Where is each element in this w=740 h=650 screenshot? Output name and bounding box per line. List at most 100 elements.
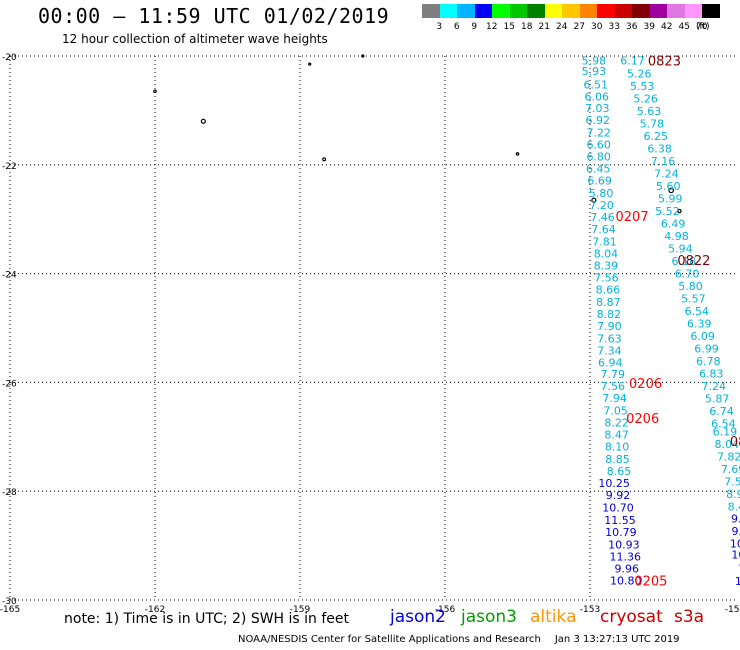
wave-height-label: 7.82 bbox=[717, 450, 740, 463]
wave-height-label: 6.39 bbox=[687, 318, 712, 331]
legend-cryosat: cryosat bbox=[600, 607, 663, 627]
wave-height-label: 8.44 bbox=[728, 500, 740, 513]
scale-label: 9 bbox=[471, 22, 478, 32]
scale-swatch bbox=[527, 4, 545, 18]
wave-height-label: 10.93 bbox=[608, 539, 640, 552]
island-outline bbox=[677, 208, 682, 214]
wave-height-label: 6.60 bbox=[586, 139, 611, 152]
wave-height-label: 8.82 bbox=[597, 308, 622, 321]
wave-height-label: 11.36 bbox=[610, 550, 642, 563]
pass-time-label: 0207 bbox=[616, 210, 649, 225]
pass-time-label: 0822 bbox=[677, 254, 710, 269]
wave-height-label: 6.83 bbox=[699, 368, 724, 381]
island-outline bbox=[153, 89, 157, 94]
scale-swatch bbox=[509, 4, 528, 18]
scale-swatch bbox=[684, 4, 703, 18]
wave-height-label: 8.85 bbox=[605, 453, 630, 466]
wave-height-label: 8.65 bbox=[607, 465, 632, 478]
scale-swatch bbox=[492, 4, 510, 18]
wave-height-label: 5.87 bbox=[705, 393, 730, 406]
x-tick-label: -159 bbox=[290, 605, 311, 615]
x-tick-label: -153 bbox=[580, 605, 600, 615]
wave-height-label: 5.53 bbox=[630, 80, 655, 93]
footer-timestamp: Jan 3 13:27:13 UTC 2019 bbox=[554, 634, 680, 645]
wave-height-label: 10.16 bbox=[731, 548, 740, 561]
wave-height-label: 10.14 bbox=[730, 537, 740, 550]
wave-height-label: 6.92 bbox=[585, 114, 610, 127]
wave-height-label: 6.78 bbox=[696, 355, 721, 368]
y-tick-label: -28 bbox=[2, 488, 17, 498]
island-outline bbox=[200, 118, 206, 124]
x-tick-label: -150 bbox=[725, 605, 740, 615]
wave-height-label: 8.87 bbox=[596, 296, 621, 309]
scale-label: 36 bbox=[626, 22, 638, 32]
scale-label: 12 bbox=[486, 22, 498, 32]
wave-height-label: 5.52 bbox=[655, 205, 680, 218]
wave-height-label: 5.94 bbox=[668, 243, 693, 256]
wave-height-label: 6.54 bbox=[711, 418, 736, 431]
legend-s3a: s3a bbox=[674, 607, 705, 627]
wave-height-label: 9.14 bbox=[731, 525, 740, 538]
legend-jason3: jason3 bbox=[461, 607, 517, 627]
scale-label: 45 bbox=[678, 22, 690, 32]
wave-height-label: 5.63 bbox=[637, 105, 662, 118]
wave-height-label: 6.18 bbox=[672, 255, 697, 268]
page-subtitle: 12 hour collection of altimeter wave hei… bbox=[62, 32, 328, 46]
wave-height-label: 7.64 bbox=[591, 223, 616, 236]
wave-height-label: 6.54 bbox=[685, 305, 710, 318]
scale-swatch bbox=[597, 4, 615, 18]
wave-height-label: 7.05 bbox=[603, 405, 628, 418]
wave-height-label: 5.98 bbox=[582, 54, 607, 67]
scale-swatch bbox=[439, 4, 458, 18]
x-tick-label: -156 bbox=[435, 605, 456, 615]
wave-height-label: 8.66 bbox=[596, 283, 621, 296]
wave-height-label: 5.26 bbox=[627, 67, 652, 80]
y-tick-label: -26 bbox=[2, 379, 17, 389]
x-tick-label: -165 bbox=[0, 605, 20, 615]
wave-height-label: 8.92 bbox=[726, 488, 740, 501]
wave-height-label: 6.19 bbox=[713, 425, 738, 438]
wave-height-label: 5.26 bbox=[633, 92, 658, 105]
island-outline bbox=[515, 152, 520, 156]
wave-height-label: 7.63 bbox=[597, 332, 622, 345]
island-outline bbox=[668, 187, 675, 194]
wave-height-label: 7.16 bbox=[651, 155, 676, 168]
scale-label: 21 bbox=[538, 22, 550, 32]
wave-height-label: 7.24 bbox=[701, 380, 726, 393]
scale-label: 42 bbox=[661, 22, 673, 32]
pass-time-label: 0205 bbox=[634, 574, 667, 589]
scale-label: 18 bbox=[521, 22, 533, 32]
scale-swatch bbox=[579, 4, 598, 18]
scale-swatch bbox=[667, 4, 685, 18]
wave-height-label: 9.7 bbox=[739, 560, 740, 573]
wave-height-label: 7.53 bbox=[724, 475, 740, 488]
wave-height-label: 6.17 bbox=[620, 54, 645, 67]
wave-height-label: 7.03 bbox=[585, 102, 610, 115]
wave-height-label: 7.24 bbox=[654, 168, 679, 181]
wave-height-label: 5.78 bbox=[640, 117, 665, 130]
wave-height-label: 7.79 bbox=[600, 368, 625, 381]
wave-height-label: 10.80 bbox=[610, 574, 642, 587]
wave-height-label: 9.19 bbox=[731, 512, 740, 525]
scale-label: 27 bbox=[573, 22, 585, 32]
y-tick-label: -20 bbox=[2, 53, 17, 63]
y-tick-label: -24 bbox=[2, 271, 17, 281]
pass-time-label: 0206 bbox=[629, 377, 662, 392]
scale-swatch bbox=[614, 4, 633, 18]
wave-height-label: 10.25 bbox=[598, 477, 630, 490]
scale-label: 15 bbox=[503, 22, 515, 32]
wave-height-label: 6.38 bbox=[647, 142, 672, 155]
wave-height-label: 5.80 bbox=[678, 280, 703, 293]
wave-height-label: 8.39 bbox=[594, 259, 619, 272]
scale-swatch bbox=[544, 4, 563, 18]
wave-height-label: 7.56 bbox=[594, 271, 619, 284]
island-outline bbox=[361, 54, 365, 58]
wave-height-label: 8.10 bbox=[605, 441, 630, 454]
scale-swatch bbox=[422, 4, 440, 18]
wave-height-label: 6.80 bbox=[586, 151, 611, 164]
legend-jason2: jason2 bbox=[390, 607, 446, 627]
wave-height-label: 6.94 bbox=[598, 356, 623, 369]
y-tick-label: -30 bbox=[2, 597, 17, 607]
wave-height-label: 7.69 bbox=[721, 463, 740, 476]
scale-swatch bbox=[474, 4, 493, 18]
